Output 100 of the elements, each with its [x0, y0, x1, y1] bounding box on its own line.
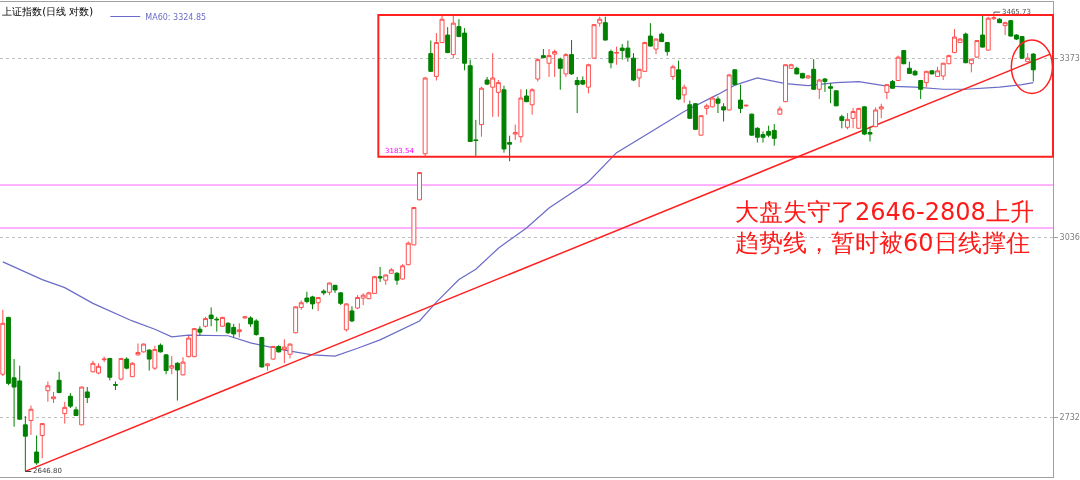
- candlestick: [377, 266, 383, 283]
- candlestick: [895, 55, 901, 82]
- candlestick: [535, 57, 541, 83]
- candlestick: [816, 78, 822, 100]
- candlestick: [180, 356, 186, 376]
- candlestick: [546, 48, 552, 78]
- legend-label: MA60: 3324.85: [145, 12, 207, 22]
- annotation: 大盘失守了2646-2808上升: [735, 198, 1034, 226]
- candlestick: [845, 112, 850, 130]
- candlestick: [653, 38, 659, 55]
- candlestick: [557, 57, 563, 91]
- candlestick: [923, 70, 929, 88]
- candlestick: [478, 86, 484, 138]
- candlestick: [980, 15, 986, 49]
- candlestick: [56, 371, 62, 394]
- candlestick: [968, 58, 974, 73]
- candlestick: [450, 14, 456, 59]
- candlestick: [265, 362, 270, 372]
- candlestick: [270, 345, 276, 361]
- candlestick: [146, 348, 152, 372]
- candlestick: [394, 271, 400, 286]
- candlestick: [890, 79, 895, 90]
- candlestick: [112, 381, 118, 391]
- candlestick: [529, 87, 535, 116]
- candlestick: [62, 401, 68, 425]
- candlestick: [276, 344, 282, 353]
- candlestick: [833, 89, 839, 107]
- candlestick: [242, 315, 248, 320]
- candlestick: [732, 68, 738, 86]
- candlestick: [79, 385, 85, 426]
- candlestick: [484, 76, 490, 86]
- y-tick-label: 2732: [1059, 413, 1080, 423]
- candlestick: [388, 267, 394, 275]
- candlestick: [670, 64, 676, 81]
- candlestick: [738, 84, 743, 114]
- candlestick: [422, 76, 428, 158]
- line-series: [2, 77, 1034, 357]
- candlestick: [417, 171, 422, 201]
- candlestick: [84, 386, 90, 404]
- candlestick: [721, 102, 727, 122]
- candlestick: [152, 345, 158, 371]
- candlestick: [400, 263, 406, 281]
- candlestick: [174, 361, 180, 402]
- candlestick: [726, 73, 732, 111]
- candlestick: [214, 316, 220, 333]
- candlestick: [343, 302, 349, 333]
- y-tick-label: 3036: [1059, 233, 1080, 243]
- candlestick: [659, 32, 665, 43]
- candlestick: [107, 357, 113, 381]
- y-tick-label: 3373: [1059, 53, 1080, 63]
- candlestick: [169, 355, 175, 375]
- candlestick: [28, 405, 34, 436]
- candlestick: [259, 336, 265, 369]
- candlestick: [203, 316, 208, 328]
- candlestick: [608, 49, 614, 69]
- candlestick: [540, 48, 546, 59]
- candlestick: [34, 435, 40, 466]
- candlestick: [524, 88, 529, 103]
- candlestick: [681, 84, 687, 104]
- annotation: 趋势线，暂时被60日线撑住: [735, 229, 1030, 257]
- candlestick: [197, 325, 203, 337]
- candlestick: [332, 284, 338, 294]
- candlestick: [22, 415, 28, 472]
- candlestick: [338, 291, 344, 306]
- candlestick: [39, 422, 45, 459]
- candlestick: [383, 273, 389, 286]
- candlestick: [129, 361, 135, 378]
- candlestick: [822, 78, 828, 93]
- candlestick: [811, 58, 817, 91]
- candlestick: [901, 49, 907, 65]
- candlestick: [631, 52, 636, 82]
- candlestick: [664, 41, 670, 57]
- candlestick: [585, 63, 591, 94]
- candlestick: [828, 82, 834, 104]
- chart-title: 上证指数(日线 对数): [2, 5, 94, 17]
- candlestick: [614, 46, 620, 66]
- candlestick: [884, 83, 890, 100]
- candlestick: [963, 32, 969, 64]
- candlestick: [118, 357, 124, 381]
- candlestick: [777, 105, 783, 116]
- candlestick: [1025, 52, 1031, 63]
- candlestick: [805, 74, 811, 79]
- candlestick: [101, 356, 107, 363]
- candlestick: [1030, 52, 1036, 83]
- candlestick: [219, 316, 225, 328]
- candlestick: [163, 353, 169, 375]
- candlestick: [698, 114, 704, 137]
- candlestick: [124, 356, 130, 370]
- candlestick: [349, 305, 355, 323]
- candlestick: [715, 95, 721, 114]
- candlestick: [597, 16, 603, 28]
- candlestick: [552, 49, 558, 78]
- candlestick: [158, 342, 163, 353]
- candlestick: [208, 306, 214, 327]
- candlestick: [428, 40, 434, 73]
- candlestick: [73, 406, 79, 417]
- candlestick: [1002, 21, 1008, 36]
- candlestick: [647, 22, 653, 48]
- candlestick: [569, 39, 575, 76]
- candlestick: [315, 296, 321, 312]
